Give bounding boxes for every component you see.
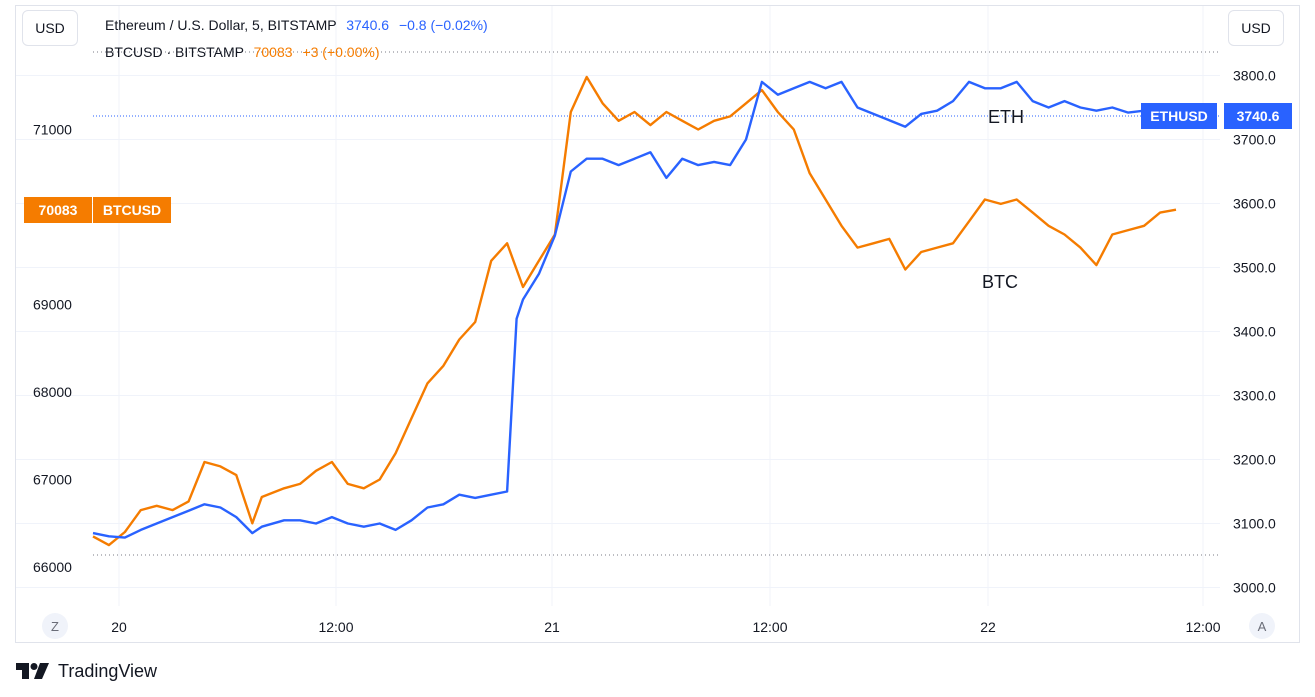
annotation-eth: ETH xyxy=(988,107,1024,127)
legend-eth: Ethereum / U.S. Dollar, 5, BITSTAMP 3740… xyxy=(105,17,488,33)
left-axis-tick: 66000 xyxy=(33,559,72,575)
series-line-btcusd xyxy=(92,75,1177,547)
btc-price-badge: 70083 xyxy=(24,197,92,223)
right-currency-button[interactable]: USD xyxy=(1228,10,1284,46)
right-axis-tick: 3500.0 xyxy=(1233,260,1276,276)
brand-text: TradingView xyxy=(58,660,158,681)
right-axis-tick: 3300.0 xyxy=(1233,388,1276,404)
right-axis-tick: 3000.0 xyxy=(1233,580,1276,596)
right-axis-tick: 3200.0 xyxy=(1233,452,1276,468)
legend-eth-last: 3740.6 xyxy=(346,17,390,33)
eth-price-badge: 3740.6 xyxy=(1224,103,1292,129)
x-axis-tick: 12:00 xyxy=(318,619,353,635)
left-axis-tick: 67000 xyxy=(33,472,72,488)
chart-frame xyxy=(15,5,1300,643)
right-axis-tick: 3700.0 xyxy=(1233,132,1276,148)
left-axis-tick: 71000 xyxy=(33,122,72,138)
annotation-btc: BTC xyxy=(982,272,1018,292)
series-line-ethusd xyxy=(92,80,1177,539)
right-axis-tick: 3400.0 xyxy=(1233,324,1276,340)
tradingview-logo-icon xyxy=(16,663,49,679)
legend-btc-last: 70083 xyxy=(253,44,293,60)
x-axis-tick: 22 xyxy=(980,619,996,635)
eth-symbol-badge: ETHUSD xyxy=(1141,103,1217,129)
timezone-button[interactable]: Z xyxy=(42,613,68,639)
legend-btc: BTCUSD · BITSTAMP 70083 +3 (+0.00%) xyxy=(105,44,380,60)
autoscale-button[interactable]: A xyxy=(1249,613,1275,639)
left-currency-button[interactable]: USD xyxy=(22,10,78,46)
legend-btc-symbol: BTCUSD · BITSTAMP xyxy=(105,44,244,60)
x-axis-tick: 12:00 xyxy=(752,619,787,635)
btc-symbol-badge: BTCUSD xyxy=(93,197,171,223)
legend-btc-change: +3 (+0.00%) xyxy=(302,44,380,60)
x-axis-tick: 20 xyxy=(111,619,127,635)
left-axis-tick: 68000 xyxy=(33,384,72,400)
x-axis-tick: 21 xyxy=(544,619,560,635)
right-axis-tick: 3100.0 xyxy=(1233,516,1276,532)
x-axis-tick: 12:00 xyxy=(1185,619,1220,635)
legend-eth-change: −0.8 (−0.02%) xyxy=(398,17,488,33)
tradingview-brand[interactable]: TradingView xyxy=(16,659,157,683)
right-axis-tick: 3800.0 xyxy=(1233,68,1276,84)
left-axis-tick: 69000 xyxy=(33,297,72,313)
legend-eth-symbol: Ethereum / U.S. Dollar, 5, BITSTAMP xyxy=(105,17,337,33)
right-axis-tick: 3600.0 xyxy=(1233,196,1276,212)
